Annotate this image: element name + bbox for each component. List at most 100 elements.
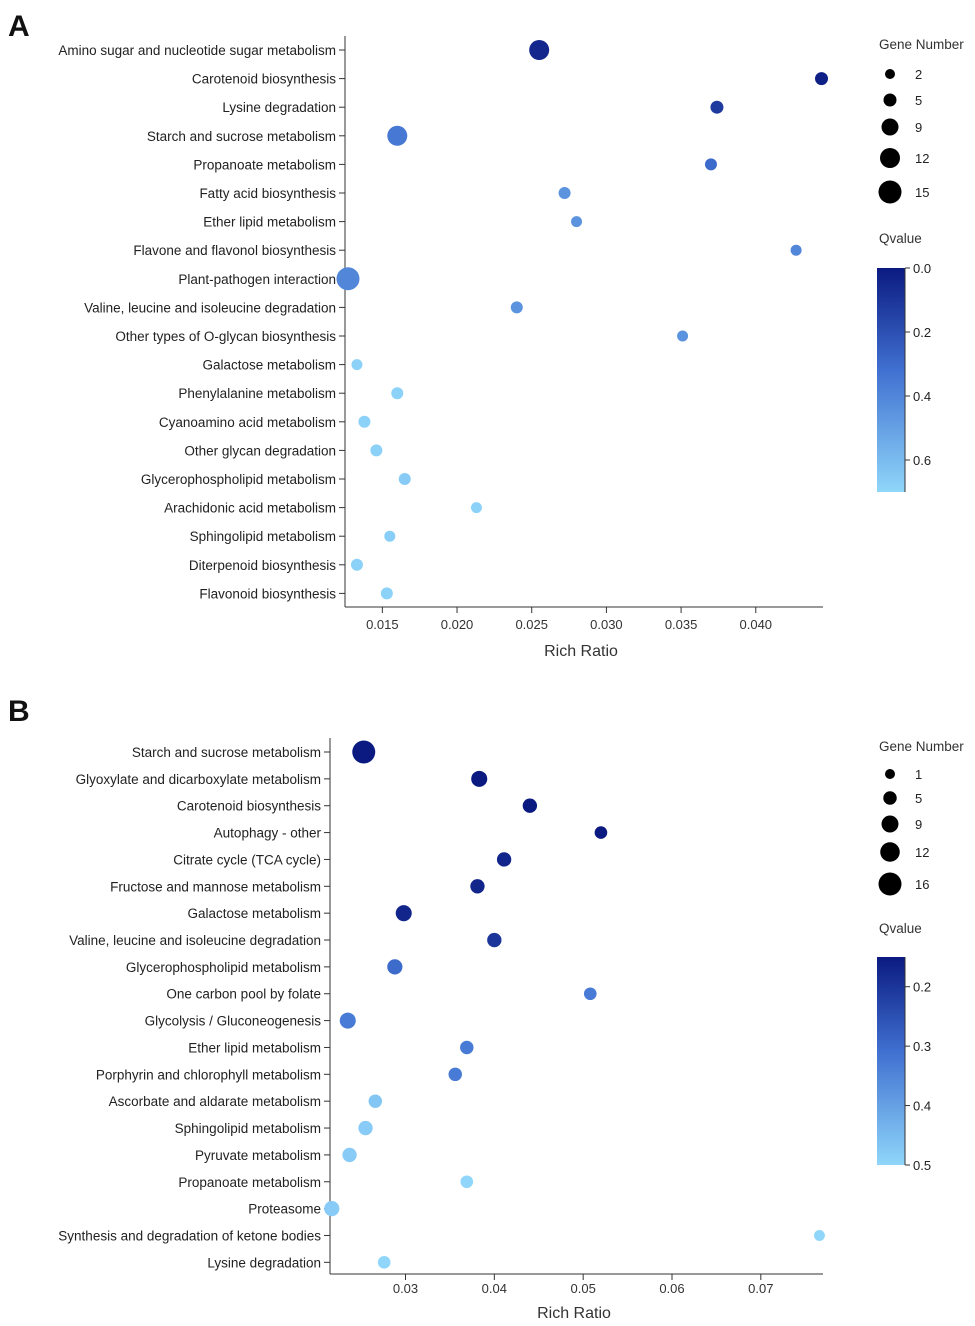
- pathway-label: Cyanoamino acid metabolism: [159, 415, 336, 430]
- size-legend-dot: [878, 180, 902, 204]
- qvalue-colorbar: [877, 957, 905, 1165]
- data-point: [571, 216, 583, 228]
- data-point: [387, 959, 403, 975]
- colorbar-tick-label: 0.2: [913, 325, 931, 340]
- colorbar-tick-label: 0.2: [913, 980, 931, 995]
- pathway-label: Arachidonic acid metabolism: [164, 501, 336, 516]
- colorbar-tick-label: 0.4: [913, 1099, 931, 1114]
- size-legend-dot: [881, 118, 899, 136]
- pathway-label: Citrate cycle (TCA cycle): [173, 852, 321, 867]
- data-point: [815, 72, 829, 86]
- size-legend-dot: [881, 815, 899, 833]
- data-point: [790, 244, 802, 256]
- size-legend-dot: [878, 872, 902, 896]
- data-point: [377, 1256, 391, 1269]
- pathway-label: Galactose metabolism: [202, 358, 336, 373]
- size-legend-label: 2: [915, 67, 922, 82]
- data-point: [358, 415, 371, 428]
- size-legend-dot: [880, 842, 900, 862]
- size-legend-dot: [883, 93, 897, 107]
- size-legend-label: 12: [915, 845, 929, 860]
- data-point: [460, 1040, 474, 1055]
- colorbar-tick-label: 0.6: [913, 453, 931, 468]
- size-legend-label: 15: [915, 185, 929, 200]
- x-tick-label: 0.030: [590, 617, 623, 632]
- pathway-label: Propanoate metabolism: [178, 1175, 321, 1190]
- data-point: [368, 1094, 383, 1108]
- data-point: [339, 1012, 356, 1029]
- data-point: [398, 473, 411, 485]
- pathway-label: Carotenoid biosynthesis: [177, 799, 321, 814]
- x-tick-label: 0.020: [441, 617, 474, 632]
- size-legend-dot: [880, 148, 900, 168]
- pathway-label: Amino sugar and nucleotide sugar metabol…: [58, 43, 336, 58]
- x-axis-title: Rich Ratio: [544, 643, 618, 660]
- data-point: [391, 387, 404, 400]
- pathway-label: Diterpenoid biosynthesis: [189, 558, 336, 573]
- data-point: [336, 267, 360, 291]
- pathway-label: Proteasome: [248, 1202, 321, 1217]
- data-point: [814, 1230, 825, 1241]
- data-point: [510, 301, 523, 314]
- data-point: [351, 359, 363, 371]
- data-point: [487, 932, 502, 948]
- colorbar-tick-label: 0.0: [913, 261, 931, 276]
- pathway-label: Starch and sucrose metabolism: [147, 129, 336, 144]
- data-point: [677, 330, 689, 342]
- size-legend-dot: [885, 769, 895, 779]
- data-point: [470, 502, 482, 514]
- qvalue-legend-title: Qvalue: [879, 921, 922, 936]
- colorbar-tick-label: 0.5: [913, 1158, 931, 1173]
- pathway-label: Fatty acid biosynthesis: [199, 186, 336, 201]
- pathway-label: Glycerophospholipid metabolism: [141, 472, 336, 487]
- size-legend-label: 12: [915, 151, 929, 166]
- pathway-label: One carbon pool by folate: [166, 987, 321, 1002]
- data-point: [522, 798, 538, 813]
- pathway-label: Other types of O-glycan biosynthesis: [115, 329, 336, 344]
- pathway-label: Carotenoid biosynthesis: [192, 72, 336, 87]
- x-tick-label: 0.03: [393, 1281, 418, 1296]
- pathway-label: Flavone and flavonol biosynthesis: [133, 243, 336, 258]
- gene-number-legend-title: Gene Number: [879, 37, 964, 52]
- data-point: [342, 1147, 357, 1163]
- data-point: [583, 987, 597, 1001]
- data-point: [460, 1175, 474, 1189]
- pathway-label: Lysine degradation: [207, 1255, 321, 1270]
- x-axis-title: Rich Ratio: [537, 1305, 611, 1321]
- data-point: [496, 852, 512, 867]
- data-point: [471, 770, 488, 787]
- data-point: [395, 905, 412, 922]
- pathway-label: Glycerophospholipid metabolism: [126, 960, 321, 975]
- size-legend-dot: [883, 791, 897, 805]
- qvalue-legend-title: Qvalue: [879, 231, 922, 246]
- pathway-label: Valine, leucine and isoleucine degradati…: [69, 933, 321, 948]
- pathway-label: Ascorbate and aldarate metabolism: [109, 1094, 321, 1109]
- data-point: [384, 530, 396, 542]
- data-point: [448, 1067, 462, 1082]
- size-legend-label: 9: [915, 817, 922, 832]
- panel-b-chart: Starch and sucrose metabolism Glyoxylate …: [58, 738, 964, 1322]
- size-legend-dot: [885, 69, 895, 79]
- x-tick-label: 0.025: [515, 617, 548, 632]
- data-point: [710, 100, 724, 114]
- data-point: [370, 444, 383, 457]
- data-point: [470, 879, 485, 894]
- x-tick-label: 0.015: [366, 617, 399, 632]
- data-point: [380, 587, 393, 600]
- data-point: [529, 40, 550, 60]
- data-point: [558, 187, 571, 199]
- pathway-label: Galactose metabolism: [187, 906, 321, 921]
- data-point: [324, 1201, 340, 1217]
- panel-label-b: B: [8, 695, 30, 728]
- size-legend-label: 9: [915, 120, 922, 135]
- data-point: [387, 125, 408, 146]
- panel-label-a: A: [8, 10, 30, 43]
- panel-a-chart: Amino sugar and nucleotide sugar metabol…: [58, 36, 964, 660]
- qvalue-colorbar: [877, 268, 905, 492]
- colorbar-tick-label: 0.4: [913, 389, 931, 404]
- pathway-label: Glyoxylate and dicarboxylate metabolism: [76, 772, 321, 787]
- data-point: [352, 740, 376, 764]
- size-legend-label: 5: [915, 791, 922, 806]
- pathway-label: Sphingolipid metabolism: [190, 529, 336, 544]
- data-point: [594, 826, 608, 839]
